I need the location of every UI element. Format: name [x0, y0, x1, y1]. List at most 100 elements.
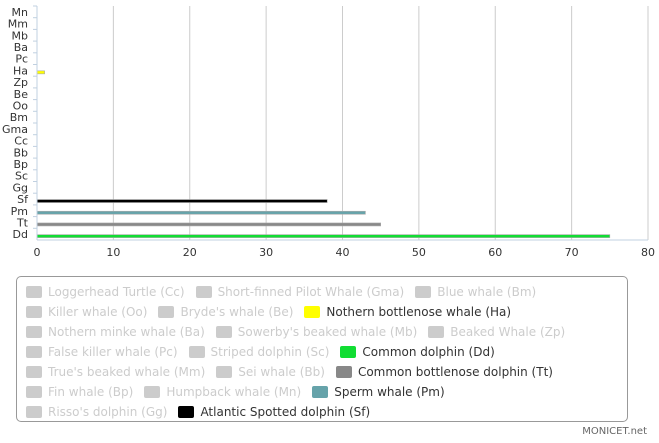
legend-label: Sperm whale (Pm)	[334, 385, 445, 399]
legend-item-pc[interactable]: False killer whale (Pc)	[26, 345, 178, 359]
legend-item-ha[interactable]: Nothern bottlenose whale (Ha)	[304, 305, 511, 319]
y-axis: MnMmMbBaPcHaZpBeOoBmGmaCcBbBpScGgSfPmTtD…	[2, 5, 38, 241]
legend-label: Killer whale (Oo)	[48, 305, 148, 319]
legend-item-zp[interactable]: Beaked Whale (Zp)	[428, 325, 565, 339]
y-tick-label: Pc	[15, 53, 28, 66]
x-tick-label: 40	[336, 246, 350, 259]
y-tick-label: Zp	[13, 76, 28, 89]
legend-label: True's beaked whale (Mm)	[48, 365, 206, 379]
gridlines	[112, 6, 649, 240]
legend-swatch	[216, 366, 233, 378]
bar-ha[interactable]	[36, 70, 45, 75]
legend-swatch	[26, 286, 42, 298]
x-tick-label: 0	[34, 246, 41, 259]
legend-label: Short-finned Pilot Whale (Gma)	[217, 285, 405, 299]
y-tick-label: Be	[14, 88, 29, 101]
legend-swatch	[415, 286, 432, 298]
y-tick-label: Pm	[11, 205, 28, 218]
bar-pm[interactable]	[36, 210, 366, 215]
legend-swatch	[340, 346, 357, 358]
legend-row: Loggerhead Turtle (Cc) Short-finned Pilot…	[26, 282, 619, 302]
x-tick-label: 20	[183, 246, 197, 259]
x-tick-label: 80	[641, 246, 655, 259]
legend-swatch	[26, 386, 42, 398]
legend-row: Killer whale (Oo) Bryde's whale (Be) Nothe…	[26, 302, 619, 322]
legend-item-mn[interactable]: Humpback whale (Mn)	[144, 385, 301, 399]
legend-item-sf[interactable]: Atlantic Spotted dolphin (Sf)	[178, 405, 370, 419]
y-tick-label: Sc	[15, 170, 28, 183]
legend-item-ba[interactable]: Nothern minke whale (Ba)	[26, 325, 205, 339]
legend-swatch	[215, 326, 232, 338]
bar-sf[interactable]	[36, 199, 328, 203]
legend-item-bp[interactable]: Fin whale (Bp)	[26, 385, 133, 399]
credit-text[interactable]: MONICET.net	[582, 426, 647, 437]
legend-label: Atlantic Spotted dolphin (Sf)	[200, 405, 371, 419]
y-tick-label: Bm	[10, 111, 28, 124]
legend-item-mm[interactable]: True's beaked whale (Mm)	[26, 365, 205, 379]
legend-item-cc[interactable]: Loggerhead Turtle (Cc)	[26, 285, 185, 299]
y-tick-label: Mb	[12, 29, 28, 42]
x-tick-label: 60	[488, 246, 502, 259]
legend-item-gg[interactable]: Risso's dolphin (Gg)	[26, 405, 167, 419]
legend-label: Striped dolphin (Sc)	[210, 345, 330, 359]
legend-swatch	[428, 326, 445, 338]
y-tick-label: Mn	[12, 6, 28, 19]
y-tick-label: Ha	[13, 64, 28, 77]
legend-swatch	[26, 346, 42, 358]
legend-label: Blue whale (Bm)	[437, 285, 537, 299]
legend-label: Bryde's whale (Be)	[180, 305, 294, 319]
x-tick-label: 50	[412, 246, 426, 259]
legend-item-pm[interactable]: Sperm whale (Pm)	[312, 385, 445, 399]
legend-label: Common bottlenose dolphin (Tt)	[357, 365, 553, 379]
legend-item-bb[interactable]: Sei whale (Bb)	[216, 365, 325, 379]
y-tick-label: Oo	[13, 99, 29, 112]
legend-swatch	[26, 366, 42, 378]
legend-swatch	[158, 306, 175, 318]
legend-row: True's beaked whale (Mm) Sei whale (Bb) Co…	[26, 362, 619, 382]
y-tick-label: Ba	[14, 41, 28, 54]
legend-label: Common dolphin (Dd)	[362, 345, 495, 359]
legend-swatch	[304, 306, 321, 318]
y-tick-label: Gg	[12, 181, 28, 194]
legend-row: False killer whale (Pc) Striped dolphin (…	[26, 342, 619, 362]
y-tick-label: Sf	[17, 193, 29, 206]
legend-swatch	[195, 286, 212, 298]
legend-row: Nothern minke whale (Ba) Sowerby's beaked…	[26, 322, 619, 342]
legend-item-bm[interactable]: Blue whale (Bm)	[415, 285, 536, 299]
x-tick-label: 30	[259, 246, 273, 259]
legend-label: Risso's dolphin (Gg)	[48, 405, 168, 419]
y-tick-label: Dd	[13, 228, 28, 241]
legend-row: Fin whale (Bp) Humpback whale (Mn) Sperm w…	[26, 382, 619, 402]
legend-row: Risso's dolphin (Gg) Atlantic Spotted dol…	[26, 402, 619, 422]
legend-swatch	[26, 306, 42, 318]
bars	[36, 70, 611, 238]
bar-dd[interactable]	[36, 234, 611, 238]
bar-tt[interactable]	[36, 222, 381, 227]
legend-label: Nothern bottlenose whale (Ha)	[326, 305, 512, 319]
legend-label: Nothern minke whale (Ba)	[48, 325, 205, 339]
legend-item-be[interactable]: Bryde's whale (Be)	[158, 305, 293, 319]
y-tick-label: Cc	[14, 135, 28, 148]
legend-label: Sei whale (Bb)	[238, 365, 325, 379]
legend-item-oo[interactable]: Killer whale (Oo)	[26, 305, 147, 319]
legend-swatch	[26, 406, 42, 418]
legend-item-mb[interactable]: Sowerby's beaked whale (Mb)	[215, 325, 418, 339]
legend-label: Humpback whale (Mn)	[166, 385, 302, 399]
y-tick-label: Tt	[16, 216, 29, 229]
legend-item-gma[interactable]: Short-finned Pilot Whale (Gma)	[195, 285, 405, 299]
legend-item-dd[interactable]: Common dolphin (Dd)	[340, 345, 495, 359]
legend-swatch	[144, 386, 161, 398]
legend-item-tt[interactable]: Common bottlenose dolphin (Tt)	[335, 365, 553, 379]
legend-label: Sowerby's beaked whale (Mb)	[237, 325, 418, 339]
legend-swatch	[26, 326, 42, 338]
legend-item-sc[interactable]: Striped dolphin (Sc)	[188, 345, 330, 359]
legend-swatch	[178, 406, 195, 418]
legend-label: Fin whale (Bp)	[48, 385, 134, 399]
legend: Loggerhead Turtle (Cc) Short-finned Pilot…	[16, 276, 628, 422]
legend-label: Loggerhead Turtle (Cc)	[48, 285, 185, 299]
y-tick-label: Mm	[8, 18, 28, 31]
x-tick-label: 10	[106, 246, 120, 259]
legend-swatch	[188, 346, 205, 358]
legend-label: Beaked Whale (Zp)	[450, 325, 566, 339]
legend-swatch	[312, 386, 329, 398]
